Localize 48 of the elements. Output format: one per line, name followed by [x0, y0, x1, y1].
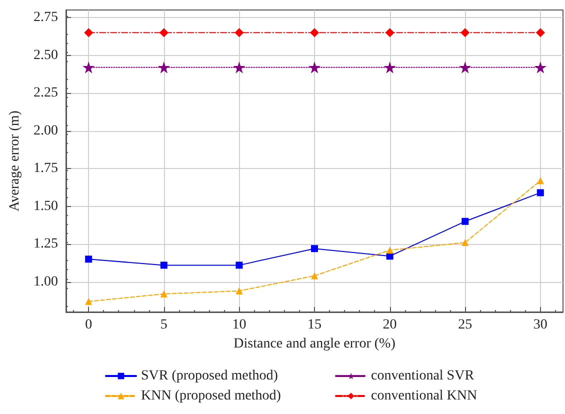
point: [160, 262, 168, 269]
point: [536, 177, 544, 184]
x-tick-label: 10: [232, 318, 246, 332]
point: [158, 61, 170, 74]
point: [233, 61, 246, 74]
point: [159, 28, 168, 38]
x-tick-label: 0: [85, 318, 92, 332]
x-tick-label: 5: [160, 318, 168, 332]
point: [385, 28, 394, 38]
point: [85, 256, 92, 263]
x-tick-label: 25: [458, 318, 472, 332]
point: [160, 290, 168, 298]
point: [386, 246, 394, 254]
point: [534, 61, 546, 74]
legend-label: SVR (proposed method): [141, 368, 278, 384]
y-tick-label: 1.75: [34, 161, 58, 176]
point: [462, 218, 469, 225]
y-tick-label: 2.50: [34, 48, 58, 63]
point: [311, 272, 318, 280]
legend-label: KNN (proposed method): [141, 388, 282, 404]
point: [82, 61, 95, 74]
x-tick-label: 15: [308, 318, 322, 332]
y-tick-label: 1.00: [34, 274, 58, 290]
point: [311, 245, 318, 252]
point: [236, 287, 243, 294]
legend-label: conventional KNN: [371, 388, 478, 404]
x-tick-label: 20: [382, 318, 397, 332]
x-axis-title: Distance and angle error (%): [234, 336, 396, 352]
y-tick-label: 1.25: [34, 236, 58, 252]
y-tick-label: 2.75: [34, 10, 58, 26]
point: [536, 28, 545, 38]
y-axis-title: Average error (m): [8, 110, 22, 212]
point: [310, 28, 319, 38]
x-tick-label: 30: [533, 318, 548, 332]
point: [459, 61, 472, 74]
point: [234, 28, 244, 38]
y-tick-label: 1.50: [34, 198, 58, 214]
y-tick-label: 2.00: [34, 123, 58, 138]
point: [536, 189, 544, 196]
point: [460, 28, 470, 38]
legend-label: conventional SVR: [371, 368, 475, 384]
point: [236, 262, 243, 269]
point: [84, 28, 94, 38]
point: [462, 239, 469, 246]
point: [384, 61, 396, 74]
point: [85, 298, 92, 305]
y-tick-label: 2.25: [34, 86, 58, 101]
point: [308, 61, 320, 74]
